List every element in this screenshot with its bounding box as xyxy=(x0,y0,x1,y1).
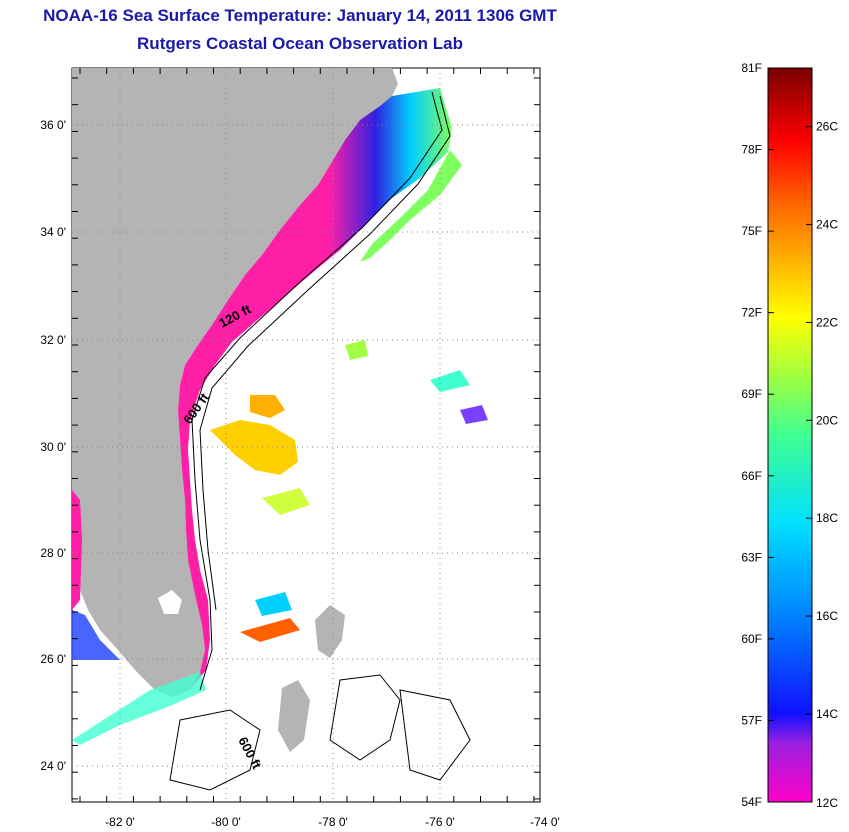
lat-label: 36 0' xyxy=(40,118,66,132)
lon-label: -78 0' xyxy=(318,815,348,829)
graticule xyxy=(72,68,540,802)
colorbar-celsius-labels: 26C 24C 22C 20C 18C 16C 14C 12C xyxy=(806,120,838,810)
lat-label: 28 0' xyxy=(40,546,66,560)
lon-label: -76 0' xyxy=(425,815,455,829)
colorbar-f-label: 66F xyxy=(741,469,762,483)
lon-label: -80 0' xyxy=(211,815,241,829)
colorbar-c-label: 14C xyxy=(816,707,838,721)
colorbar-c-label: 16C xyxy=(816,609,838,623)
longitude-labels: -82 0' -80 0' -78 0' -76 0' -74 0' xyxy=(105,815,560,829)
lon-label: -82 0' xyxy=(105,815,135,829)
colorbar-f-label: 72F xyxy=(741,306,762,320)
lat-label: 30 0' xyxy=(40,440,66,454)
colorbar-c-label: 22C xyxy=(816,315,838,329)
land-mass xyxy=(72,68,398,752)
colorbar-f-label: 75F xyxy=(741,224,762,238)
colorbar-f-label: 69F xyxy=(741,387,762,401)
lat-label: 32 0' xyxy=(40,333,66,347)
map-title: NOAA-16 Sea Surface Temperature: January… xyxy=(43,6,557,25)
map-subtitle: Rutgers Coastal Ocean Observation Lab xyxy=(137,34,463,53)
colorbar-f-label: 78F xyxy=(741,143,762,157)
colorbar xyxy=(767,67,813,803)
colorbar-c-label: 18C xyxy=(816,511,838,525)
colorbar-f-label: 63F xyxy=(741,550,762,564)
shelf-water xyxy=(72,88,462,745)
colorbar-f-label: 81F xyxy=(741,61,762,75)
colorbar-c-label: 12C xyxy=(816,796,838,810)
lat-label: 24 0' xyxy=(40,759,66,773)
latitude-labels: 36 0' 34 0' 32 0' 30 0' 28 0' 26 0' 24 0' xyxy=(40,118,66,773)
colorbar-f-label: 57F xyxy=(741,713,762,727)
colorbar-f-label: 60F xyxy=(741,632,762,646)
colorbar-c-label: 26C xyxy=(816,120,838,134)
colorbar-c-label: 20C xyxy=(816,413,838,427)
warm-water-patches xyxy=(210,340,488,642)
lon-label: -74 0' xyxy=(530,815,560,829)
colorbar-c-label: 24C xyxy=(816,218,838,232)
colorbar-fahrenheit-labels: 81F 78F 75F 72F 69F 66F 63F 60F 57F 54F xyxy=(741,61,774,809)
colorbar-f-label: 54F xyxy=(741,795,762,809)
lat-label: 26 0' xyxy=(40,652,66,666)
lat-label: 34 0' xyxy=(40,225,66,239)
isobath-contours xyxy=(169,91,471,791)
